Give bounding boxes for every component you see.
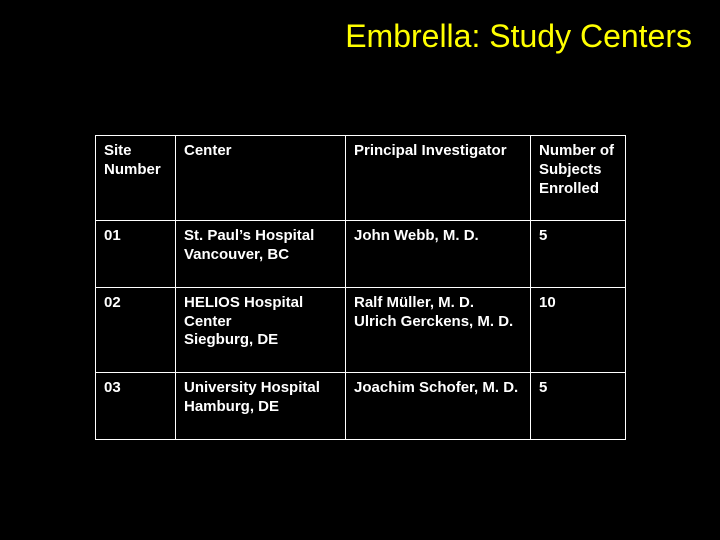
slide-title: Embrella: Study Centers <box>345 18 692 55</box>
col-site-number: Site Number <box>96 136 176 221</box>
center-line: Vancouver, BC <box>184 246 337 265</box>
cell-enrolled: 10 <box>531 287 626 372</box>
study-centers-table: Site Number Center Principal Investigato… <box>95 135 626 440</box>
center-line: Siegburg, DE <box>184 331 337 350</box>
cell-site: 03 <box>96 373 176 440</box>
pi-line: Ulrich Gerckens, M. D. <box>354 313 522 332</box>
table-header-row: Site Number Center Principal Investigato… <box>96 136 626 221</box>
cell-enrolled: 5 <box>531 221 626 288</box>
pi-line: Ralf Müller, M. D. <box>354 294 522 313</box>
cell-site: 01 <box>96 221 176 288</box>
pi-line: John Webb, M. D. <box>354 227 522 246</box>
cell-center: University Hospital Hamburg, DE <box>176 373 346 440</box>
study-centers-table-wrap: Site Number Center Principal Investigato… <box>95 135 625 440</box>
center-line: Center <box>184 313 337 332</box>
table-row: 01 St. Paul’s Hospital Vancouver, BC Joh… <box>96 221 626 288</box>
table-row: 03 University Hospital Hamburg, DE Joach… <box>96 373 626 440</box>
col-principal-investigator: Principal Investigator <box>346 136 531 221</box>
cell-center: HELIOS Hospital Center Siegburg, DE <box>176 287 346 372</box>
cell-pi: John Webb, M. D. <box>346 221 531 288</box>
pi-line: Joachim Schofer, M. D. <box>354 379 522 398</box>
cell-pi: Joachim Schofer, M. D. <box>346 373 531 440</box>
table-row: 02 HELIOS Hospital Center Siegburg, DE R… <box>96 287 626 372</box>
center-line: St. Paul’s Hospital <box>184 227 337 246</box>
cell-center: St. Paul’s Hospital Vancouver, BC <box>176 221 346 288</box>
cell-enrolled: 5 <box>531 373 626 440</box>
col-subjects-enrolled: Number of Subjects Enrolled <box>531 136 626 221</box>
cell-site: 02 <box>96 287 176 372</box>
center-line: University Hospital <box>184 379 337 398</box>
center-line: HELIOS Hospital <box>184 294 337 313</box>
slide: Embrella: Study Centers Site Number Cent… <box>0 0 720 540</box>
col-center: Center <box>176 136 346 221</box>
center-line: Hamburg, DE <box>184 398 337 417</box>
cell-pi: Ralf Müller, M. D. Ulrich Gerckens, M. D… <box>346 287 531 372</box>
